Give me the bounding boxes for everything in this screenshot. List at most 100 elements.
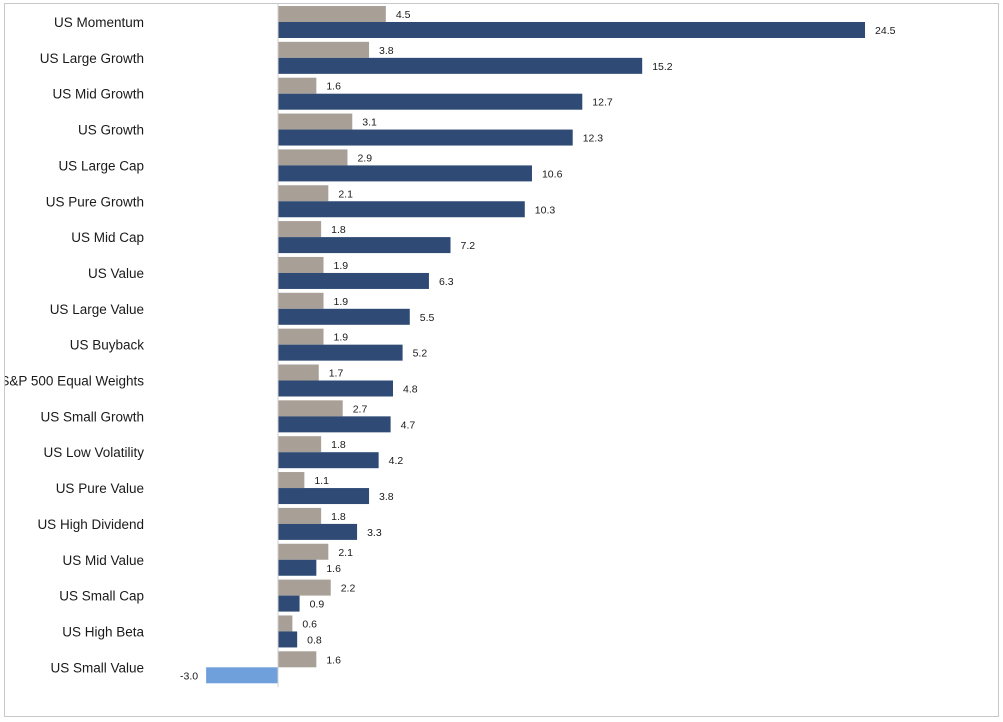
category-label-us-large-cap: US Large Cap bbox=[58, 158, 144, 173]
bar-series2-us-large-value bbox=[278, 308, 410, 325]
category-label-us-mid-growth: US Mid Growth bbox=[52, 87, 144, 102]
category-label-us-large-value: US Large Value bbox=[50, 302, 144, 317]
bar-series1-us-large-value bbox=[278, 292, 324, 309]
bar-series1-us-large-growth bbox=[278, 41, 370, 58]
bar-series1-us-pure-value bbox=[278, 472, 305, 489]
value-label-series1-us-large-value: 1.9 bbox=[334, 296, 349, 308]
value-label-series2-us-low-volatility: 4.2 bbox=[389, 455, 404, 467]
bar-series2-us-low-volatility bbox=[278, 452, 379, 469]
category-label-us-growth: US Growth bbox=[78, 123, 144, 138]
value-label-series1-us-growth: 3.1 bbox=[362, 117, 377, 129]
value-labels: 4.5 24.5 3.8 15.2 1.6 12.7 3.1 12.3 2.9 10.6 2.1 10… bbox=[180, 9, 896, 682]
category-label-us-mid-value: US Mid Value bbox=[62, 553, 144, 568]
value-label-series2-us-small-value: -3.0 bbox=[180, 670, 198, 682]
bar-series2-us-large-growth bbox=[278, 57, 643, 74]
bar-series1-us-pure-growth bbox=[278, 185, 329, 202]
chart-frame: US Momentum US Large Growth US Mid Growth U… bbox=[4, 3, 999, 717]
category-label-us-pure-growth: US Pure Growth bbox=[46, 194, 144, 209]
value-label-series1-us-mid-value: 2.1 bbox=[338, 547, 353, 559]
bar-series1-us-mid-growth bbox=[278, 77, 317, 94]
value-label-series2-us-mid-cap: 7.2 bbox=[461, 240, 476, 252]
bar-chart: US Momentum US Large Growth US Mid Growth U… bbox=[5, 4, 896, 688]
value-label-series2-us-large-cap: 10.6 bbox=[542, 168, 563, 180]
bar-series2-sandp-500-equal-weights bbox=[278, 380, 394, 397]
value-label-series1-us-pure-value: 1.1 bbox=[314, 475, 329, 487]
value-label-series2-us-small-growth: 4.7 bbox=[401, 419, 416, 431]
category-label-us-high-beta: US High Beta bbox=[62, 624, 144, 639]
value-label-series2-us-momentum: 24.5 bbox=[875, 25, 896, 37]
bar-series2-us-small-value bbox=[206, 667, 278, 684]
category-label-us-low-volatility: US Low Volatility bbox=[43, 445, 144, 460]
value-label-series1-us-low-volatility: 1.8 bbox=[331, 439, 346, 451]
bar-series2-us-buyback bbox=[278, 344, 403, 361]
bar-series1-us-small-growth bbox=[278, 400, 343, 417]
value-label-series1-us-buyback: 1.9 bbox=[334, 332, 349, 344]
category-label-us-high-dividend: US High Dividend bbox=[37, 517, 144, 532]
bar-series1-us-buyback bbox=[278, 328, 324, 345]
value-label-series1-us-high-dividend: 1.8 bbox=[331, 511, 346, 523]
bar-series2-us-mid-growth bbox=[278, 93, 583, 110]
value-label-series1-us-small-growth: 2.7 bbox=[353, 403, 368, 415]
bar-series1-us-small-cap bbox=[278, 579, 331, 596]
category-label-us-mid-cap: US Mid Cap bbox=[71, 230, 144, 245]
category-label-us-small-cap: US Small Cap bbox=[59, 589, 144, 604]
value-label-series1-us-small-value: 1.6 bbox=[326, 654, 341, 666]
value-label-series1-us-small-cap: 2.2 bbox=[341, 583, 356, 595]
value-label-series2-us-growth: 12.3 bbox=[583, 133, 604, 145]
value-label-series1-us-value: 1.9 bbox=[334, 260, 349, 272]
value-label-series2-us-high-beta: 0.8 bbox=[307, 634, 322, 646]
value-label-series1-sandp-500-equal-weights: 1.7 bbox=[329, 368, 344, 380]
category-label-sandp-500-equal-weights: S&P 500 Equal Weights bbox=[5, 374, 144, 389]
category-label-us-small-value: US Small Value bbox=[50, 660, 144, 675]
value-label-series1-us-momentum: 4.5 bbox=[396, 9, 411, 21]
bar-series2-us-mid-cap bbox=[278, 237, 451, 254]
value-label-series2-us-pure-growth: 10.3 bbox=[535, 204, 556, 216]
bar-series1-us-low-volatility bbox=[278, 436, 322, 453]
bar-series2-us-growth bbox=[278, 129, 573, 146]
bar-series1-us-value bbox=[278, 256, 324, 273]
value-label-series2-us-pure-value: 3.8 bbox=[379, 491, 394, 503]
bar-series2-us-large-cap bbox=[278, 165, 532, 182]
bar-series1-sandp-500-equal-weights bbox=[278, 364, 319, 381]
bar-series2-us-pure-value bbox=[278, 488, 370, 505]
value-label-series2-us-buyback: 5.2 bbox=[413, 348, 428, 360]
bar-series2-us-high-beta bbox=[278, 631, 298, 648]
bar-series1-us-high-dividend bbox=[278, 507, 322, 524]
category-label-us-large-growth: US Large Growth bbox=[40, 51, 144, 66]
value-label-series2-us-value: 6.3 bbox=[439, 276, 454, 288]
bars bbox=[206, 6, 866, 684]
bar-series2-us-small-growth bbox=[278, 416, 391, 433]
category-labels: US Momentum US Large Growth US Mid Growth U… bbox=[5, 15, 144, 675]
category-label-us-pure-value: US Pure Value bbox=[56, 481, 144, 496]
bar-series1-us-growth bbox=[278, 113, 353, 130]
value-label-series1-us-pure-growth: 2.1 bbox=[338, 188, 353, 200]
bar-series2-us-momentum bbox=[278, 22, 866, 38]
value-label-series1-us-mid-growth: 1.6 bbox=[326, 81, 341, 93]
bar-series1-us-momentum bbox=[278, 6, 386, 22]
category-label-us-small-growth: US Small Growth bbox=[40, 409, 144, 424]
value-label-series2-us-large-value: 5.5 bbox=[420, 312, 435, 324]
value-label-series2-us-mid-growth: 12.7 bbox=[592, 97, 613, 109]
category-label-us-buyback: US Buyback bbox=[70, 338, 145, 353]
bar-series2-us-pure-growth bbox=[278, 201, 525, 218]
category-label-us-momentum: US Momentum bbox=[54, 15, 144, 30]
bar-series1-us-large-cap bbox=[278, 149, 348, 166]
category-label-us-value: US Value bbox=[88, 266, 144, 281]
bar-series1-us-small-value bbox=[278, 651, 317, 668]
bar-series1-us-mid-value bbox=[278, 543, 329, 560]
bar-series2-us-small-cap bbox=[278, 595, 300, 612]
bar-series2-us-mid-value bbox=[278, 559, 317, 576]
value-label-series1-us-high-beta: 0.6 bbox=[302, 618, 317, 630]
value-label-series1-us-large-cap: 2.9 bbox=[357, 152, 372, 164]
bar-series1-us-mid-cap bbox=[278, 221, 322, 238]
bar-series2-us-value bbox=[278, 272, 429, 289]
value-label-series1-us-large-growth: 3.8 bbox=[379, 45, 394, 57]
value-label-series2-sandp-500-equal-weights: 4.8 bbox=[403, 384, 418, 396]
value-label-series2-us-mid-value: 1.6 bbox=[326, 563, 341, 575]
bar-series2-us-high-dividend bbox=[278, 523, 358, 540]
value-label-series1-us-mid-cap: 1.8 bbox=[331, 224, 346, 236]
bar-series1-us-high-beta bbox=[278, 615, 293, 632]
value-label-series2-us-large-growth: 15.2 bbox=[652, 61, 673, 73]
value-label-series2-us-small-cap: 0.9 bbox=[310, 599, 325, 611]
value-label-series2-us-high-dividend: 3.3 bbox=[367, 527, 382, 539]
